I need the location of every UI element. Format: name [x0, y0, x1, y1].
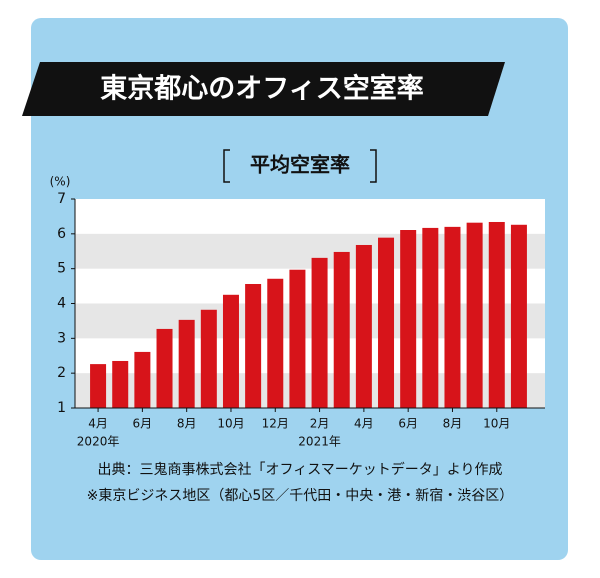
y-unit: (%) [50, 175, 71, 189]
bar [289, 269, 306, 408]
y-tick-label: 6 [57, 226, 66, 242]
x-tick-label: 12月 [262, 417, 289, 431]
y-tick-label: 5 [57, 261, 66, 277]
bar [311, 257, 328, 408]
x-tick-label: 8月 [177, 417, 197, 431]
bar [112, 360, 129, 408]
bar [488, 221, 505, 408]
x-tick-label: 2月 [310, 417, 330, 431]
subtitle-bracket [223, 149, 377, 183]
x-tick-label: 4月 [354, 417, 374, 431]
chart-title: 東京都心のオフィス空室率 [100, 73, 423, 105]
y-tick-label: 1 [57, 400, 66, 416]
x-tick-label: 6月 [133, 417, 153, 431]
x-tick-label: 10月 [483, 417, 510, 431]
bar [333, 251, 350, 408]
bar [90, 364, 107, 408]
footnote: ※東京ビジネス地区（都心5区／千代田・中央・港・新宿・渋谷区） [87, 487, 514, 504]
source-note: 出典：三鬼商事株式会社「オフィスマーケットデータ」より作成 [97, 461, 502, 478]
bar [444, 226, 461, 408]
title-banner [22, 62, 505, 116]
bar [178, 319, 195, 408]
y-tick-label: 2 [57, 365, 66, 381]
y-tick-label: 7 [57, 191, 66, 207]
bar [222, 294, 239, 408]
chart-subtitle: 平均空室率 [250, 153, 350, 177]
x-tick-label: 6月 [398, 417, 418, 431]
y-tick-label: 3 [57, 330, 66, 346]
y-tick-label: 4 [57, 296, 66, 312]
bar [510, 224, 527, 408]
bar [200, 309, 217, 408]
bar [134, 351, 151, 408]
x-group-label: 2020年 [77, 435, 120, 449]
x-group-label: 2021年 [298, 435, 341, 449]
bar [156, 328, 173, 408]
bar [378, 237, 395, 408]
x-tick-label: 8月 [443, 417, 463, 431]
bar [245, 283, 262, 408]
x-tick-label: 4月 [88, 417, 108, 431]
bar [355, 244, 372, 408]
bar [466, 222, 483, 408]
bar [267, 278, 284, 408]
bar [400, 230, 417, 408]
x-tick-label: 10月 [217, 417, 244, 431]
bar [422, 227, 439, 408]
